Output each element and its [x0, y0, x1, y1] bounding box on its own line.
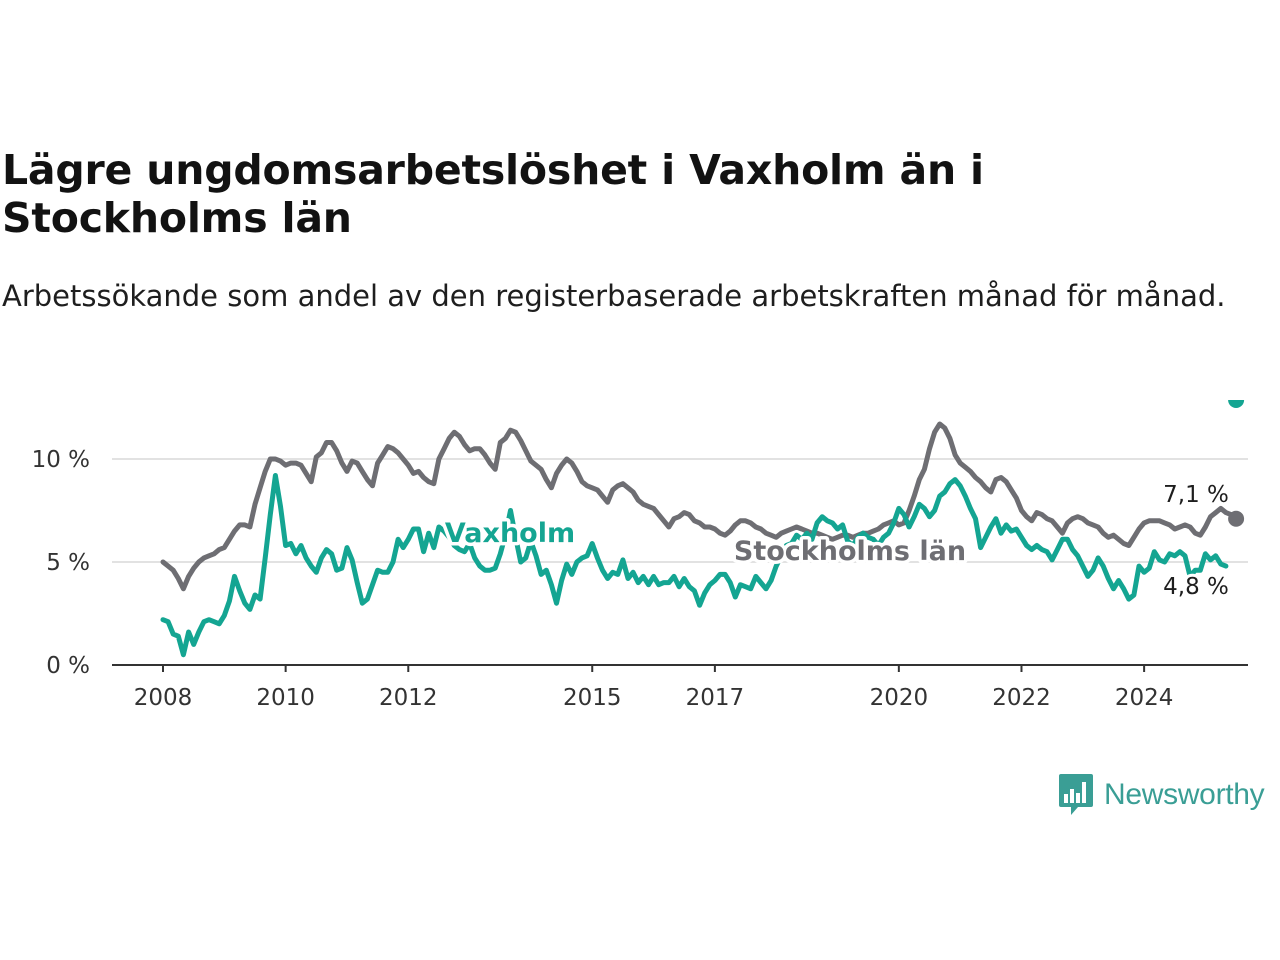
- end-label-stockholm: 7,1 %: [1163, 482, 1229, 508]
- end-label-vaxholm: 4,8 %: [1163, 574, 1229, 600]
- y-tick-label: 0 %: [46, 653, 90, 679]
- end-dot-vaxholm: [1228, 400, 1245, 408]
- x-tick-label: 2008: [134, 685, 193, 711]
- x-tick-label: 2022: [992, 685, 1051, 711]
- newsworthy-logo-text: Newsworthy: [1104, 778, 1265, 811]
- end-dot-stockholm: [1228, 510, 1245, 527]
- newsworthy-logo[interactable]: Newsworthy: [1058, 772, 1265, 818]
- label-layer: Vaxholm Stockholms län 7,1 % 4,8 %: [441, 400, 1245, 603]
- series-line-stockholm: [160, 421, 1239, 592]
- series-label-vaxholm: Vaxholm: [445, 518, 575, 549]
- series-layer: [160, 421, 1239, 658]
- x-tick-label: 2015: [563, 685, 622, 711]
- y-tick-label: 10 %: [32, 447, 90, 473]
- series-label-stockholm: Stockholms län: [734, 536, 966, 567]
- chart-subtitle: Arbetssökande som andel av den registerb…: [2, 279, 1226, 313]
- newsworthy-logo-icon: [1059, 774, 1093, 815]
- grid-layer: [112, 458, 1248, 563]
- axis-layer: 0 % 5 % 10 % 2008 2010 2012 2015 2017 2020 2022 20…: [32, 447, 1248, 711]
- y-tick-label: 5 %: [46, 550, 90, 576]
- x-tick-label: 2024: [1115, 685, 1174, 711]
- x-tick-label: 2012: [379, 685, 438, 711]
- x-tick-label: 2017: [686, 685, 745, 711]
- x-tick-label: 2020: [870, 685, 929, 711]
- line-chart: 0 % 5 % 10 % 2008 2010 2012 2015 2017 2020 2022 20…: [32, 400, 1248, 711]
- series-line-vaxholm: [160, 473, 1229, 658]
- chart-title: Lägre ungdomsarbetslöshet i Vaxholm än i…: [2, 146, 984, 242]
- x-tick-label: 2010: [256, 685, 315, 711]
